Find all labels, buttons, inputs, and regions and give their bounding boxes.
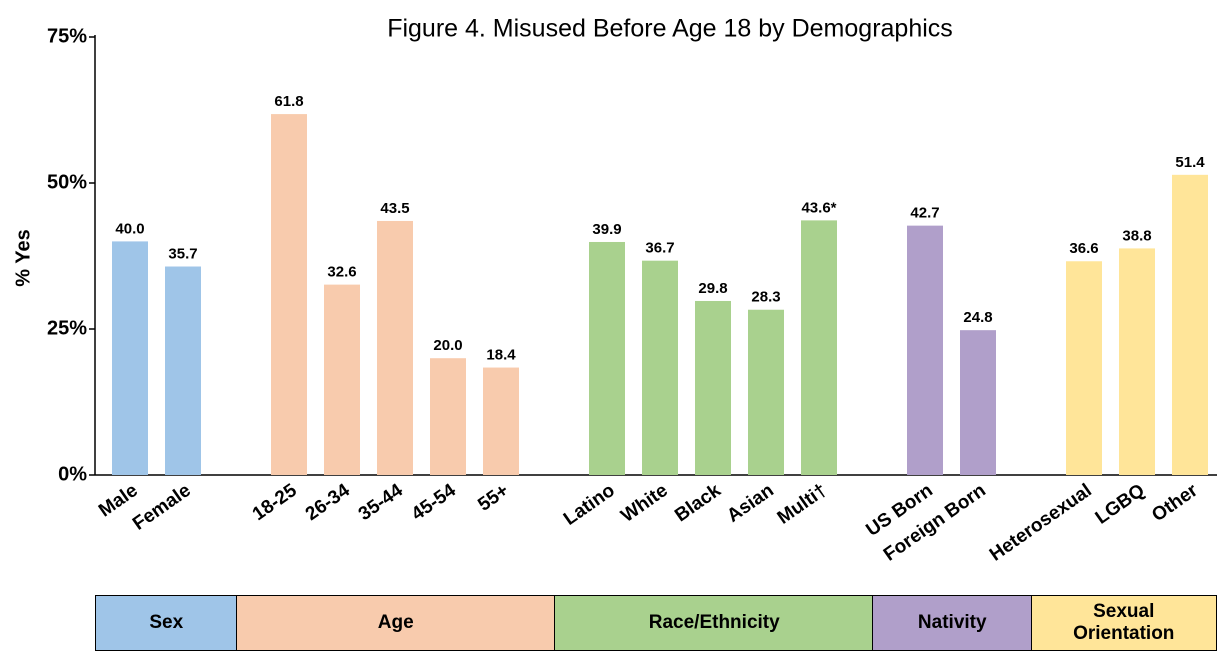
bar — [271, 114, 307, 475]
x-tick-label: Heterosexual — [986, 480, 1096, 566]
bar — [1119, 248, 1155, 475]
value-label: 51.4 — [1175, 154, 1205, 171]
value-label: 61.8 — [274, 93, 303, 110]
value-label: 24.8 — [963, 309, 992, 326]
bar — [430, 358, 466, 475]
y-tick-label: 50% — [47, 171, 87, 193]
group-cell: Nativity — [872, 595, 1033, 651]
group-name: Race/Ethnicity — [648, 612, 780, 633]
group-cell: Sex — [95, 595, 238, 651]
value-label: 36.7 — [645, 240, 674, 257]
x-tick-label: Other — [1148, 480, 1202, 527]
group-name: Age — [377, 612, 414, 633]
bar — [589, 241, 625, 475]
x-tick-label: 55+ — [474, 480, 512, 516]
value-label: 40.0 — [115, 220, 144, 237]
value-label: 18.4 — [486, 347, 516, 364]
group-cell: Sexual Orientation — [1031, 595, 1217, 651]
x-tick-label: 45-54 — [408, 480, 460, 525]
bar — [748, 309, 784, 475]
bar — [483, 367, 519, 475]
group-name: Sexual Orientation — [1073, 601, 1175, 644]
bar — [907, 225, 943, 475]
x-tick-label: LGBQ — [1092, 480, 1149, 529]
x-tick-label: White — [617, 480, 671, 527]
group-name: Nativity — [917, 612, 987, 633]
x-tick-label: Black — [671, 480, 725, 527]
x-tick-label: Female — [129, 480, 195, 535]
x-tick-label: 35-44 — [355, 480, 407, 525]
bar — [695, 300, 731, 475]
bar — [1066, 261, 1102, 475]
value-label: 35.7 — [168, 245, 197, 262]
value-label: 38.8 — [1122, 227, 1151, 244]
y-tick-label: 0% — [58, 463, 87, 485]
x-tick-label: 18-25 — [249, 480, 301, 525]
x-tick-label: Asian — [723, 480, 777, 527]
value-label: 28.3 — [751, 289, 780, 306]
value-label: 29.8 — [698, 280, 727, 297]
value-label: 36.6 — [1069, 240, 1098, 257]
y-axis-label: % Yes — [12, 229, 34, 286]
bar — [642, 260, 678, 475]
x-tick-label: Latino — [560, 480, 619, 530]
value-label: 20.0 — [433, 337, 462, 354]
group-cell: Age — [236, 595, 556, 651]
bar — [112, 241, 148, 475]
y-tick-label: 25% — [47, 317, 87, 339]
bar — [324, 284, 360, 475]
bar — [377, 220, 413, 475]
group-name: Sex — [149, 612, 184, 633]
y-tick-label: 75% — [47, 25, 87, 47]
x-tick-label: 26-34 — [302, 480, 354, 525]
value-label: 43.6* — [801, 199, 836, 216]
bar — [165, 266, 201, 475]
value-label: 42.7 — [910, 205, 939, 222]
value-label: 39.9 — [592, 221, 621, 238]
chart: Figure 4. Misused Before Age 18 by Demog… — [12, 15, 1217, 566]
chart-title: Figure 4. Misused Before Age 18 by Demog… — [387, 15, 953, 43]
x-tick-label: Multi† — [774, 480, 831, 529]
value-label: 32.6 — [327, 264, 356, 281]
bar — [1172, 174, 1208, 475]
bar — [960, 330, 996, 475]
value-label: 43.5 — [380, 200, 409, 217]
bar — [801, 220, 837, 475]
group-cell: Race/Ethnicity — [554, 595, 874, 651]
